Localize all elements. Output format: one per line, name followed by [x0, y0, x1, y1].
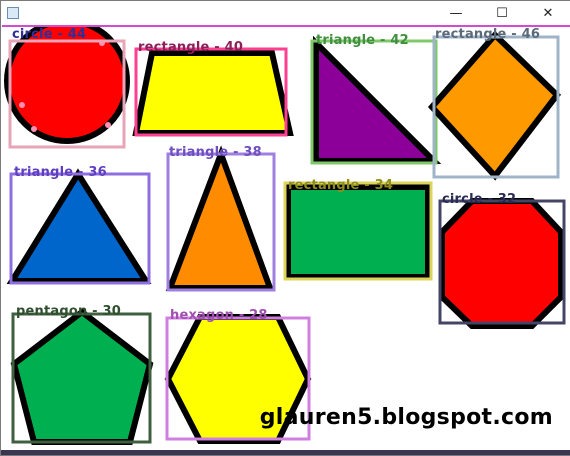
watermark-text: glauren5.blogspot.com [259, 405, 553, 430]
shape-label: rectangle - 40 [138, 40, 243, 55]
shape-pentagon-30: pentagon - 30 [10, 304, 154, 445]
shape-label: triangle - 38 [169, 145, 262, 160]
bounding-box [165, 316, 311, 441]
minimize-button[interactable]: — [433, 1, 479, 25]
bounding-box [283, 181, 433, 281]
triangle-shape [6, 168, 152, 284]
shape-label: pentagon - 30 [16, 304, 121, 319]
bounding-box [11, 312, 152, 444]
shapes-canvas: circle - 44 rectangle - 40 triangle - 42… [4, 18, 566, 445]
shape-label: triangle - 36 [14, 165, 107, 180]
pentagon-shape [10, 308, 154, 445]
contour-dot [31, 126, 37, 132]
shape-label: circle - 44 [12, 27, 86, 42]
contour-dot [105, 122, 111, 128]
title-bar[interactable]: — ☐ ✕ [1, 1, 570, 25]
maximize-icon: ☐ [496, 5, 508, 21]
desktop-strip [1, 450, 570, 455]
bounding-box [8, 39, 126, 149]
close-icon: ✕ [542, 5, 554, 21]
shape-circle-44: circle - 44 [4, 18, 130, 149]
right-triangle-shape [313, 35, 442, 164]
shape-label: rectangle - 46 [435, 27, 540, 42]
shape-label: hexagon - 28 [170, 308, 268, 323]
shape-label: rectangle - 34 [288, 178, 393, 193]
shape-rectangle-34: rectangle - 34 [283, 178, 433, 281]
bounding-box [9, 172, 151, 285]
maximize-button[interactable]: ☐ [479, 1, 525, 25]
close-button[interactable]: ✕ [525, 1, 570, 25]
shape-label: circle - 32 [442, 192, 516, 207]
bounding-box [432, 35, 560, 179]
app-icon [7, 7, 19, 19]
shape-rectangle-46: rectangle - 46 [427, 27, 562, 181]
diamond-shape [427, 30, 562, 181]
octagon-shape [439, 198, 564, 329]
shape-triangle-42: triangle - 42 [310, 33, 442, 165]
shape-triangle-36: triangle - 36 [6, 165, 152, 285]
shape-label: triangle - 42 [316, 33, 409, 48]
shape-triangle-38: triangle - 38 [165, 145, 276, 292]
trapezoid-shape [132, 50, 294, 136]
shape-circle-32: circle - 32 [438, 192, 566, 329]
bounding-box [166, 152, 276, 292]
shape-hexagon-28: hexagon - 28 [164, 308, 312, 444]
top-border-line [2, 25, 570, 27]
rectangle-shape [285, 184, 431, 280]
triangle-shape [165, 145, 275, 291]
image-canvas: circle - 44 rectangle - 40 triangle - 42… [2, 18, 570, 452]
minimize-icon: — [449, 5, 463, 21]
contour-dot [19, 102, 25, 108]
bounding-box [134, 47, 288, 137]
shape-rectangle-40: rectangle - 40 [132, 40, 294, 137]
bounding-box [438, 199, 566, 325]
